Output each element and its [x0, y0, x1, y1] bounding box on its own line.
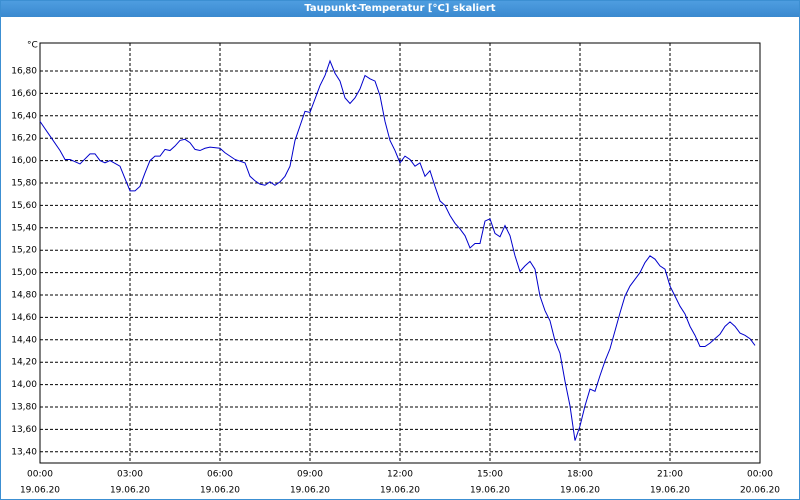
- x-tick-date: 19.06.20: [110, 486, 150, 496]
- x-tick-date: 19.06.20: [470, 486, 510, 496]
- plot-border: [39, 42, 761, 464]
- y-tick-label: 13,80: [11, 403, 37, 413]
- y-tick-label: 15,60: [11, 201, 37, 211]
- y-tick-label: 15,00: [11, 268, 37, 278]
- x-tick-label: 06:00: [207, 470, 233, 480]
- title-bar: Taupunkt-Temperatur [°C] skaliert: [1, 1, 799, 17]
- y-tick-label: 14,00: [11, 380, 37, 390]
- x-tick-date: 19.06.20: [650, 486, 690, 496]
- x-tick-date: 20.06.20: [740, 486, 780, 496]
- y-tick-label: 13,40: [11, 447, 37, 457]
- y-tick-label: 16,00: [11, 156, 37, 166]
- x-tick-label: 03:00: [117, 470, 143, 480]
- y-tick-label: 16,80: [11, 67, 37, 77]
- y-tick-label: 13,60: [11, 425, 37, 435]
- x-tick-label: 00:00: [27, 470, 53, 480]
- x-tick-date: 19.06.20: [380, 486, 420, 496]
- x-tick-label: 15:00: [477, 470, 503, 480]
- x-tick-label: 09:00: [297, 470, 323, 480]
- y-tick-label: 15,40: [11, 223, 37, 233]
- y-unit: °C: [27, 41, 38, 51]
- x-tick-label: 21:00: [657, 470, 683, 480]
- x-tick-date: 19.06.20: [200, 486, 240, 496]
- chart: °C 13,40 13,60 13,80 14,00 14,20 14,40 14,60 14…: [11, 41, 780, 496]
- y-tick-label: 16,20: [11, 134, 37, 144]
- y-tick-label: 16,40: [11, 111, 37, 121]
- line-series: [39, 59, 756, 441]
- y-tick-label: 15,80: [11, 179, 37, 189]
- x-tick-label: 18:00: [567, 470, 593, 480]
- y-tick-label: 14,40: [11, 335, 37, 345]
- y-tick-label: 14,60: [11, 313, 37, 323]
- x-tick-label: 12:00: [387, 470, 413, 480]
- x-tick-date: 19.06.20: [290, 486, 330, 496]
- y-tick-label: 15,20: [11, 246, 37, 256]
- x-tick-date: 19.06.20: [560, 486, 600, 496]
- x-tick-date: 19.06.20: [20, 486, 60, 496]
- y-tick-label: 14,80: [11, 291, 37, 301]
- y-tick-label: 16,60: [11, 89, 37, 99]
- y-tick-label: 14,20: [11, 358, 37, 368]
- x-tick-label: 00:00: [747, 470, 773, 480]
